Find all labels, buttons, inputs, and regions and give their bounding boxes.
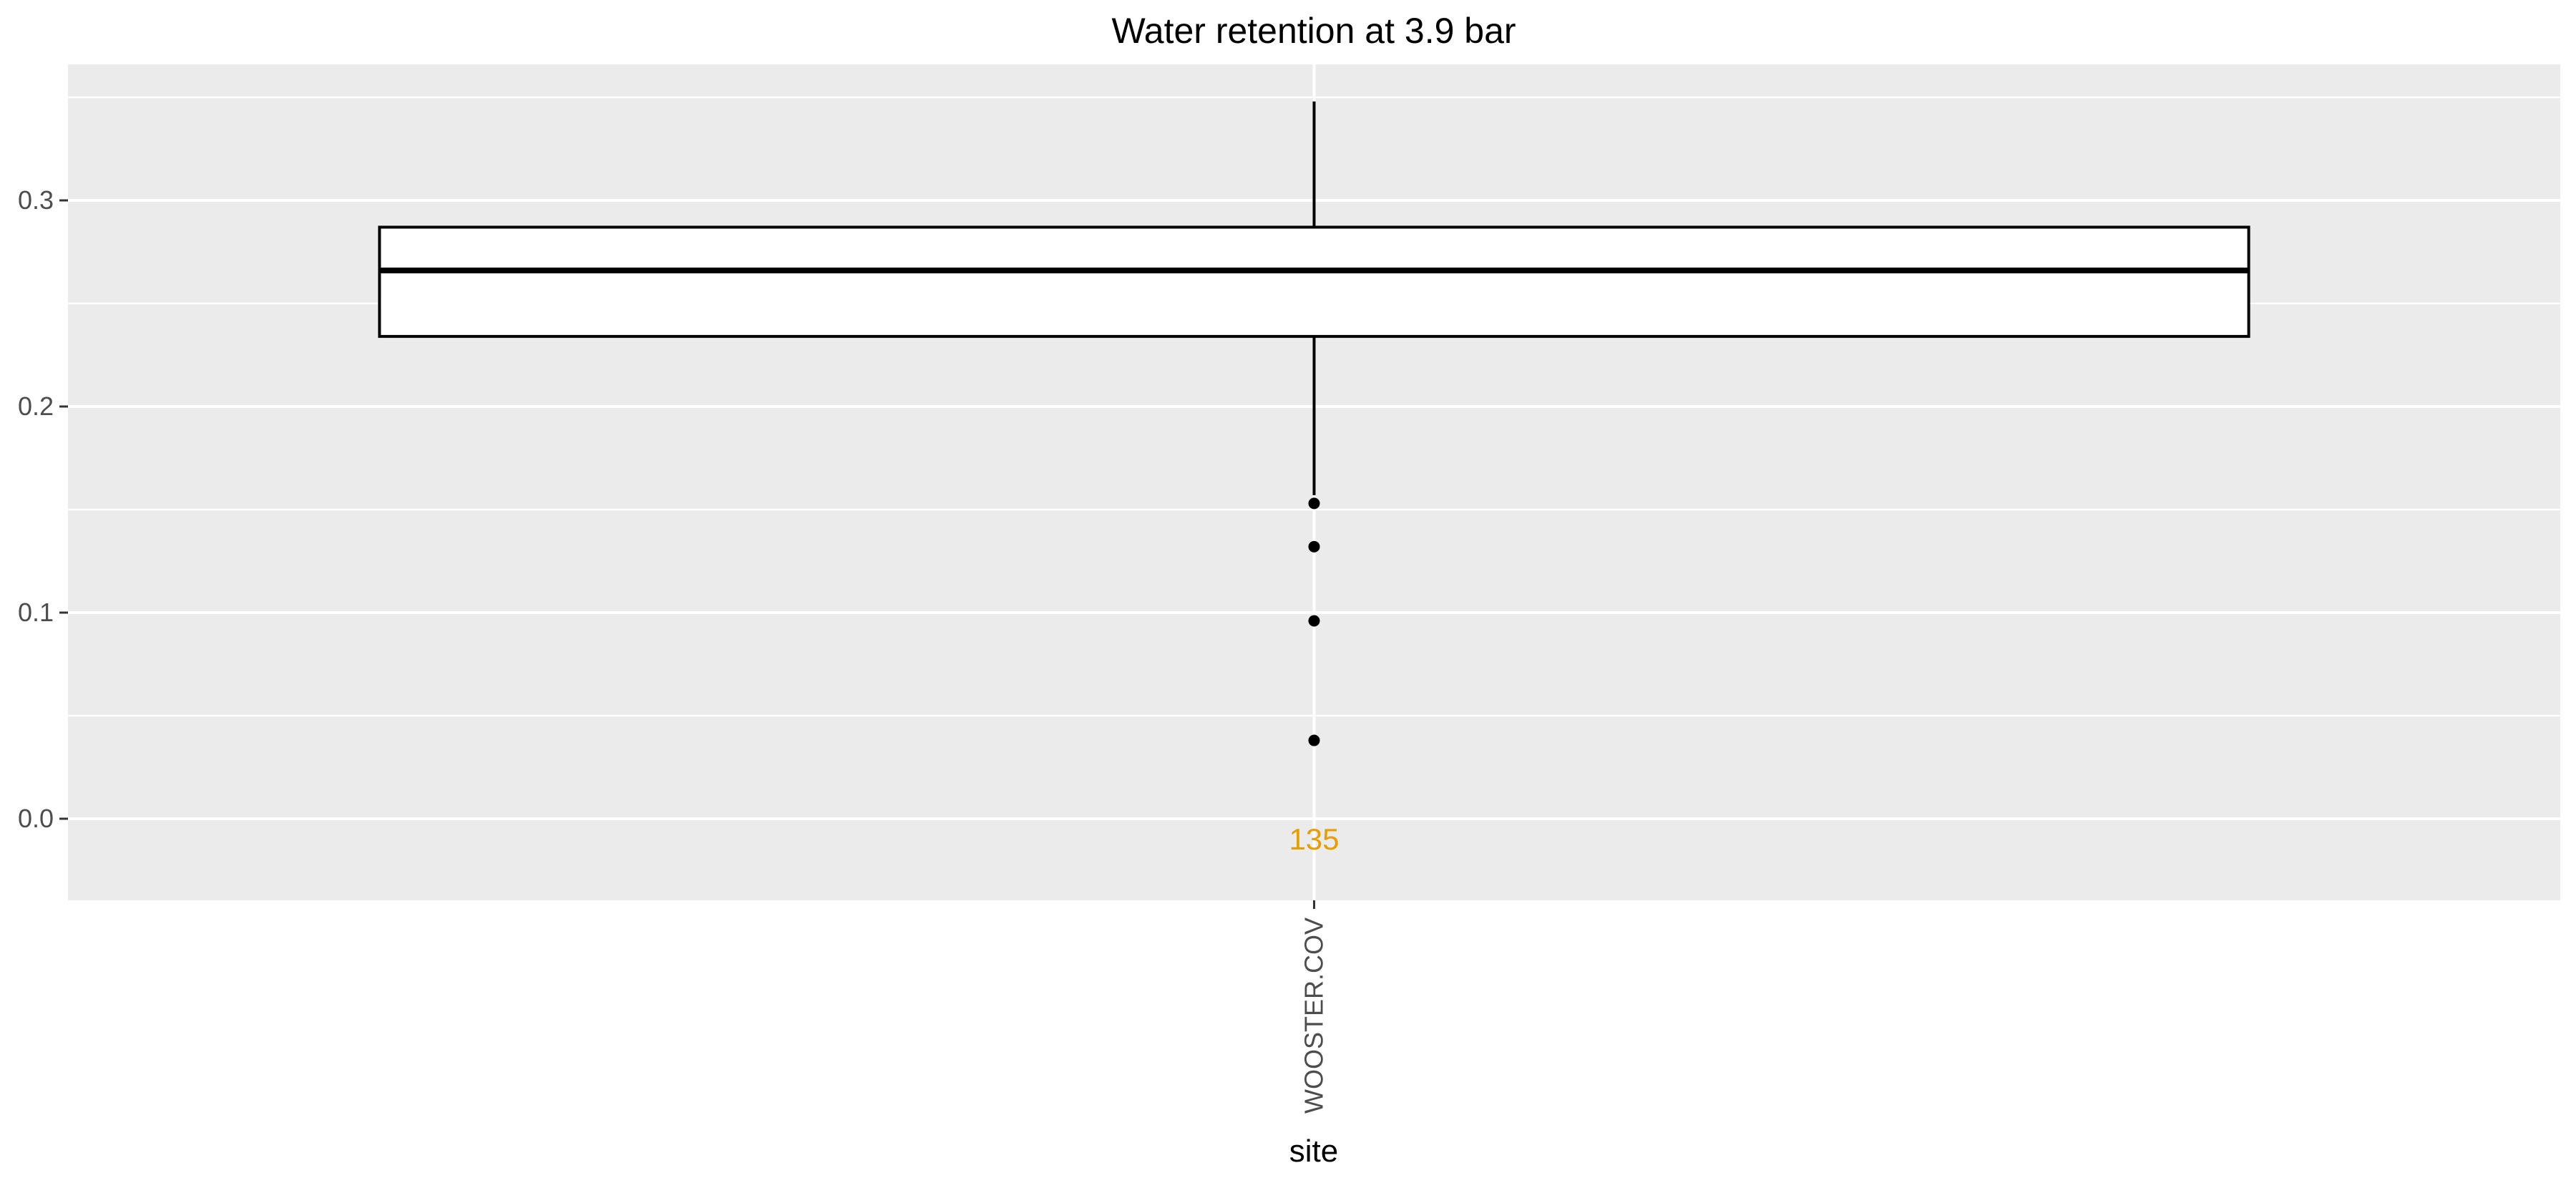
outlier-point (1308, 615, 1320, 627)
x-axis: WOOSTER.COV (1299, 900, 1329, 1114)
box-group: 135 (378, 101, 2250, 856)
outlier-point (1308, 734, 1320, 746)
x-tick-label: WOOSTER.COV (1299, 917, 1329, 1114)
x-axis-label: site (1289, 1134, 1338, 1169)
outlier-point (1308, 540, 1320, 553)
box-layer: 135 (378, 101, 2250, 856)
y-tick-label: 0.2 (18, 391, 54, 421)
count-label: 135 (1289, 822, 1339, 856)
interquartile-box (378, 225, 2250, 339)
y-tick-label: 0.0 (18, 804, 54, 833)
y-tick-label: 0.1 (18, 598, 54, 627)
y-tick-label: 0.3 (18, 185, 54, 215)
outlier-point (1308, 497, 1320, 510)
y-axis: 0.0 0.1 0.2 0.3 (18, 185, 68, 833)
chart-title: Water retention at 3.9 bar (1111, 11, 1516, 51)
